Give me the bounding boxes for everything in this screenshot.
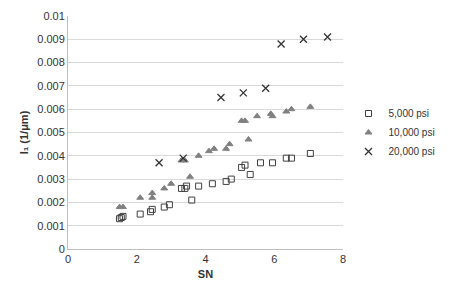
svg-text:0.01: 0.01 <box>43 10 64 22</box>
svg-text:0.007: 0.007 <box>37 80 65 92</box>
svg-text:0.006: 0.006 <box>37 103 65 115</box>
svg-text:0: 0 <box>65 253 71 265</box>
svg-text:0.001: 0.001 <box>37 220 65 232</box>
svg-text:10,000 psi: 10,000 psi <box>389 127 435 138</box>
svg-text:4: 4 <box>202 253 208 265</box>
svg-text:SN: SN <box>198 268 213 280</box>
svg-text:2: 2 <box>134 253 140 265</box>
svg-text:6: 6 <box>271 253 277 265</box>
svg-text:0.005: 0.005 <box>37 126 65 138</box>
svg-text:0.009: 0.009 <box>37 33 65 45</box>
svg-text:0.003: 0.003 <box>37 173 65 185</box>
svg-text:0.008: 0.008 <box>37 56 65 68</box>
svg-text:I₁ (1/μm): I₁ (1/μm) <box>18 110 30 154</box>
svg-text:0: 0 <box>59 243 65 255</box>
svg-text:20,000 psi: 20,000 psi <box>389 146 435 157</box>
svg-text:0.002: 0.002 <box>37 196 65 208</box>
svg-text:8: 8 <box>340 253 346 265</box>
svg-text:0.004: 0.004 <box>37 150 65 162</box>
svg-text:5,000 psi: 5,000 psi <box>389 108 430 119</box>
